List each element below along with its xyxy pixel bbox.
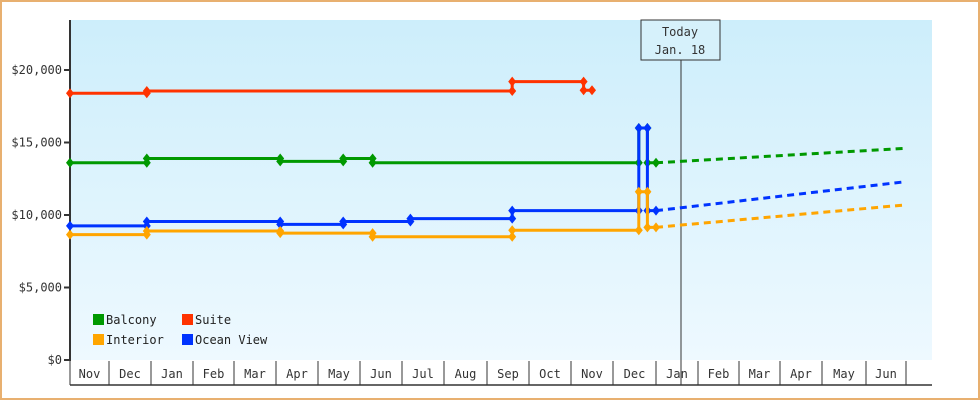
x-tick-label: Feb [708, 367, 730, 381]
y-tick-label: $5,000 [19, 281, 62, 295]
legend-item: Interior [93, 333, 164, 347]
x-tick-label: Apr [790, 367, 812, 381]
svg-text:Ocean View: Ocean View [195, 333, 268, 347]
x-tick-label: Jul [412, 367, 434, 381]
y-tick-label: $0 [48, 353, 62, 367]
svg-text:Today: Today [662, 25, 698, 39]
x-tick-label: Apr [286, 367, 308, 381]
x-tick-label: May [833, 367, 855, 381]
x-tick-label: Jun [370, 367, 392, 381]
y-tick-label: $20,000 [11, 63, 62, 77]
x-tick-label: Oct [539, 367, 561, 381]
plot-area [70, 20, 932, 360]
svg-text:Interior: Interior [106, 333, 164, 347]
legend-item: Suite [182, 313, 231, 327]
series-ocean-view [66, 123, 907, 231]
x-tick-label: Jan [666, 367, 688, 381]
x-tick-label: Mar [749, 367, 771, 381]
x-tick-label: Aug [455, 367, 477, 381]
x-tick-label: Mar [244, 367, 266, 381]
y-tick-label: $10,000 [11, 208, 62, 222]
x-tick-label: Sep [497, 367, 519, 381]
svg-text:Jan. 18: Jan. 18 [655, 43, 706, 57]
x-tick-label: Nov [79, 367, 101, 381]
x-tick-label: Jan [161, 367, 183, 381]
x-tick-label: Jun [875, 367, 897, 381]
svg-text:Suite: Suite [195, 313, 231, 327]
x-tick-label: Feb [203, 367, 225, 381]
y-tick-label: $15,000 [11, 136, 62, 150]
today-marker [640, 19, 721, 61]
x-tick-label: Dec [624, 367, 646, 381]
series-interior [66, 186, 907, 242]
x-tick-label: Dec [119, 367, 141, 381]
svg-text:Balcony: Balcony [106, 313, 157, 327]
legend-item: Ocean View [182, 333, 268, 347]
x-tick-label: Nov [581, 367, 603, 381]
x-tick-label: May [328, 367, 350, 381]
series-suite [66, 76, 596, 99]
legend-item: Balcony [93, 313, 157, 327]
